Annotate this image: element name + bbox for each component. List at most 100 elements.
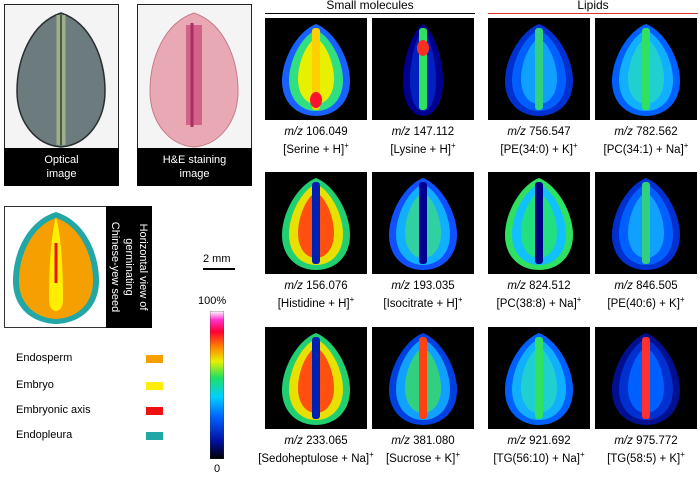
small-molecules-header: Small molecules	[326, 0, 414, 12]
hotspot	[417, 40, 429, 56]
embryo-axis-signal	[642, 182, 650, 264]
mz-value: 193.035	[409, 280, 455, 292]
he-staining-image	[137, 4, 252, 152]
embryo-axis-signal	[535, 182, 543, 264]
seed-schematic	[4, 206, 108, 328]
ion-image	[282, 178, 350, 270]
embryo-axis-signal	[642, 337, 650, 419]
msi-tile	[595, 18, 697, 120]
ion-image	[389, 178, 457, 270]
tile-label: m/z 846.505 [PE(40:6) + K]+	[586, 279, 700, 311]
mz-value: 233.065	[302, 435, 348, 447]
mz-prefix: m/z	[614, 280, 633, 292]
mz-prefix: m/z	[391, 126, 411, 138]
mz-prefix: m/z	[614, 435, 633, 447]
ion-assignment: [Lysine + H]	[390, 143, 451, 156]
ion-image	[282, 24, 350, 116]
mz-prefix: m/z	[614, 126, 633, 138]
ion-image	[505, 178, 573, 270]
embryo-axis-signal	[535, 28, 543, 110]
tile-label: m/z 233.065 [Sedoheptulose + Na]+	[256, 434, 376, 466]
mz-prefix: m/z	[391, 280, 410, 292]
tile-label: m/z 147.112 [Lysine + H]+	[363, 125, 483, 157]
tile-label: m/z 824.512 [PC(38:8) + Na]+	[479, 279, 599, 311]
scale-bar	[203, 268, 235, 270]
legend-endopleura-label: Endopleura	[16, 429, 73, 441]
ion-assignment: [Serine + H]	[283, 143, 345, 156]
ion-assignment: [Histidine + H]	[277, 297, 350, 310]
embryo-axis-signal	[312, 182, 320, 264]
msi-tile	[265, 172, 367, 274]
tile-label: m/z 782.562 [PC(34:1) + Na]+	[586, 125, 700, 157]
mz-value: 824.512	[525, 280, 571, 292]
charge: +	[576, 295, 582, 304]
embryo-axis-signal	[419, 337, 427, 419]
ion-assignment: [TG(56:10) + Na]	[493, 452, 580, 465]
ion-image	[612, 178, 680, 270]
charge: +	[457, 295, 463, 304]
msi-tile	[488, 327, 590, 429]
tile-label: m/z 921.692 [TG(56:10) + Na]+	[479, 434, 599, 466]
mz-value: 106.049	[302, 126, 348, 138]
mz-value: 156.076	[302, 280, 348, 292]
tile-label: m/z 193.035 [Isocitrate + H]+	[363, 279, 483, 311]
mz-prefix: m/z	[284, 126, 303, 138]
ion-assignment: [Isocitrate + H]	[383, 297, 458, 310]
mz-prefix: m/z	[507, 126, 526, 138]
legend-embryo-label: Embryo	[16, 379, 54, 391]
charge: +	[455, 450, 461, 459]
mz-value: 147.112	[410, 126, 455, 138]
mz-prefix: m/z	[507, 280, 526, 292]
mz-value: 782.562	[632, 126, 678, 138]
charge: +	[450, 141, 456, 150]
tile-label: m/z 156.076 [Histidine + H]+	[256, 279, 376, 311]
colorbar	[210, 311, 224, 459]
msi-tile	[595, 172, 697, 274]
legend-endosperm-label: Endosperm	[16, 352, 73, 364]
ion-image	[612, 24, 680, 116]
embryo-axis-signal	[312, 28, 320, 110]
charge: +	[572, 141, 578, 150]
lipids-header: Lipids	[577, 0, 609, 12]
ion-assignment: [PC(34:1) + Na]	[603, 143, 684, 156]
mz-prefix: m/z	[284, 435, 303, 447]
schematic-caption: Horizontal view of germinating Chinese-y…	[106, 206, 152, 328]
charge: +	[679, 295, 685, 304]
colorbar-min-label: 0	[214, 463, 221, 475]
small-molecules-rule	[265, 13, 475, 14]
lipids-rule	[488, 13, 698, 14]
tile-label: m/z 756.547 [PE(34:0) + K]+	[479, 125, 599, 157]
mz-value: 846.505	[632, 280, 678, 292]
msi-tile	[372, 18, 474, 120]
ion-assignment: [PC(38:8) + Na]	[496, 297, 577, 310]
he-caption: H&E staining image	[137, 148, 252, 186]
msi-tile	[265, 327, 367, 429]
legend-embryonic-axis-label: Embryonic axis	[16, 404, 91, 416]
ion-assignment: [Sedoheptulose + Na]	[258, 452, 370, 465]
msi-tile	[595, 327, 697, 429]
legend-endopleura-swatch	[146, 432, 163, 440]
mz-value: 921.692	[525, 435, 571, 447]
embryo-axis-signal	[419, 182, 427, 264]
mz-prefix: m/z	[391, 435, 410, 447]
msi-tile	[488, 172, 590, 274]
tile-label: m/z 975.772 [TG(58:5) + K]+	[586, 434, 700, 466]
ion-assignment: [PE(40:6) + K]	[607, 297, 680, 310]
mz-value: 381.080	[409, 435, 455, 447]
ion-image	[389, 333, 457, 425]
ion-image	[505, 333, 573, 425]
mz-value: 975.772	[632, 435, 678, 447]
msi-tile	[372, 172, 474, 274]
embryo-axis-signal	[535, 337, 543, 419]
charge: +	[680, 450, 685, 459]
ion-image	[505, 24, 573, 116]
mz-value: 756.547	[525, 126, 571, 138]
msi-tile	[265, 18, 367, 120]
ion-image	[403, 24, 443, 116]
msi-tile	[488, 18, 590, 120]
tile-label: m/z 106.049 [Serine + H]+	[256, 125, 376, 157]
ion-assignment: [Sucrose + K]	[385, 452, 456, 465]
legend-embryo-swatch	[146, 382, 163, 390]
optical-image	[4, 4, 119, 152]
embryo-axis-signal	[312, 337, 320, 419]
